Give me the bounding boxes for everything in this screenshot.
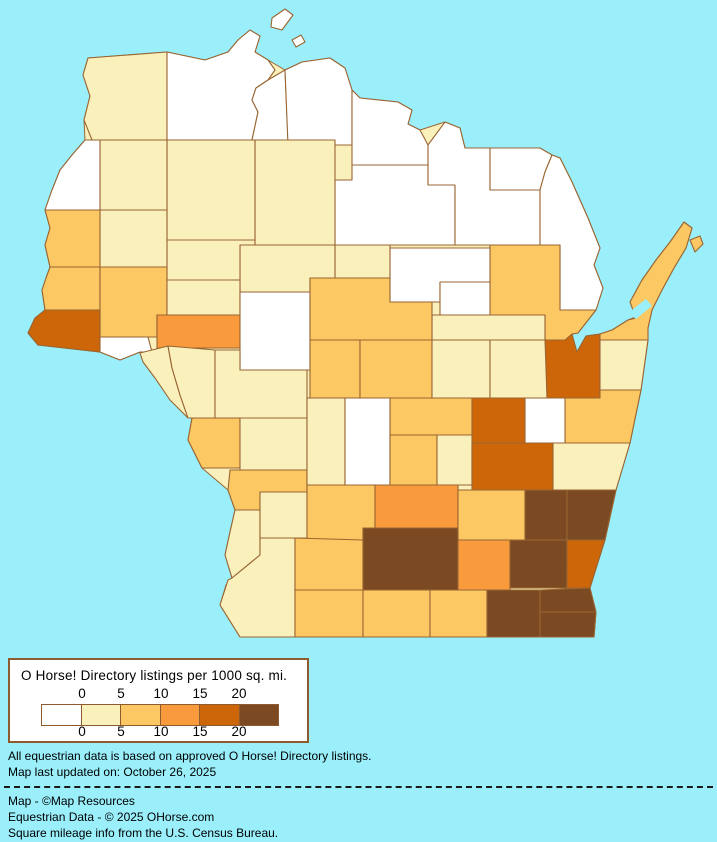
legend-tick: 10 bbox=[153, 686, 169, 701]
county-adams[interactable] bbox=[344, 397, 391, 486]
legend-tick: 10 bbox=[153, 724, 169, 739]
legend-tick: 15 bbox=[192, 724, 208, 739]
county-sheboygan[interactable] bbox=[552, 442, 631, 491]
legend-title: O Horse! Directory listings per 1000 sq.… bbox=[21, 668, 288, 683]
county-washington[interactable] bbox=[524, 489, 568, 541]
map-legend: O Horse! Directory listings per 1000 sq.… bbox=[8, 658, 309, 743]
county-ozaukee[interactable] bbox=[566, 489, 617, 541]
county-barron[interactable] bbox=[99, 209, 168, 268]
footer-data-credit: Equestrian Data - © 2025 OHorse.com bbox=[8, 810, 215, 824]
county-monroe[interactable] bbox=[239, 417, 308, 471]
county-lafayette[interactable] bbox=[294, 589, 364, 638]
county-columbia[interactable] bbox=[374, 484, 459, 529]
county-outagamie[interactable] bbox=[489, 339, 548, 399]
footer-map-credit: Map - ©Map Resources bbox=[8, 794, 135, 808]
county-manitowoc[interactable] bbox=[564, 389, 642, 444]
county-layer bbox=[27, 8, 704, 638]
county-rock[interactable] bbox=[429, 589, 488, 638]
county-st-croix[interactable] bbox=[41, 266, 101, 311]
legend-ticks-bottom: 0 5 10 15 20 bbox=[10, 724, 307, 740]
county-iowa[interactable] bbox=[294, 537, 364, 591]
county-eau-claire[interactable] bbox=[156, 314, 241, 349]
county-waushara[interactable] bbox=[389, 397, 473, 436]
county-waupaca[interactable] bbox=[431, 339, 491, 399]
county-ashland[interactable] bbox=[291, 34, 306, 48]
county-pierce[interactable] bbox=[27, 309, 101, 353]
legend-swatch-0 bbox=[42, 705, 82, 725]
legend-swatch-0-5 bbox=[81, 705, 121, 725]
county-calumet[interactable] bbox=[524, 397, 566, 444]
county-winnebago[interactable] bbox=[471, 397, 526, 444]
footer-data-note: All equestrian data is based on approved… bbox=[8, 749, 372, 763]
county-portage[interactable] bbox=[359, 339, 433, 399]
footer-census-credit: Square mileage info from the U.S. Census… bbox=[8, 826, 279, 840]
legend-tick: 0 bbox=[78, 686, 86, 701]
dashed-separator bbox=[4, 786, 713, 788]
county-juneau[interactable] bbox=[306, 397, 346, 486]
county-douglas[interactable] bbox=[82, 51, 168, 141]
county-burnett[interactable] bbox=[44, 139, 101, 211]
county-brown[interactable] bbox=[544, 333, 601, 399]
county-washburn[interactable] bbox=[99, 139, 168, 211]
county-walworth[interactable] bbox=[486, 589, 541, 638]
county-iron[interactable] bbox=[284, 57, 353, 146]
legend-swatch-10-15 bbox=[160, 705, 200, 725]
county-vilas[interactable] bbox=[351, 89, 429, 166]
county-door[interactable] bbox=[689, 235, 704, 253]
legend-tick: 5 bbox=[117, 724, 125, 739]
county-clark[interactable] bbox=[239, 291, 311, 371]
footer-updated-note: Map last updated on: October 26, 2025 bbox=[8, 765, 217, 779]
county-price[interactable] bbox=[254, 139, 336, 246]
county-menominee[interactable] bbox=[439, 281, 491, 316]
county-jefferson[interactable] bbox=[457, 539, 511, 591]
legend-swatch-20plus bbox=[239, 705, 278, 725]
sturgeon-bay-notch bbox=[628, 299, 652, 319]
county-ashland[interactable] bbox=[270, 8, 294, 31]
county-kewaunee[interactable] bbox=[599, 339, 649, 391]
legend-tick: 20 bbox=[231, 686, 247, 701]
legend-swatch-5-10 bbox=[121, 705, 161, 725]
legend-swatch-15-20 bbox=[200, 705, 240, 725]
county-kenosha[interactable] bbox=[539, 611, 597, 638]
legend-ticks-top: 0 5 10 15 20 bbox=[10, 686, 307, 702]
county-green[interactable] bbox=[362, 589, 431, 638]
county-marquette[interactable] bbox=[389, 434, 438, 486]
county-fond-du-lac[interactable] bbox=[471, 442, 554, 491]
county-chippewa[interactable] bbox=[166, 279, 241, 316]
county-dodge[interactable] bbox=[457, 489, 526, 541]
county-la-crosse[interactable] bbox=[187, 417, 241, 469]
legend-tick: 0 bbox=[78, 724, 86, 739]
county-pepin[interactable] bbox=[99, 336, 153, 361]
county-door[interactable] bbox=[599, 221, 693, 341]
county-racine[interactable] bbox=[539, 587, 597, 613]
county-milwaukee[interactable] bbox=[566, 539, 606, 589]
county-green-lake[interactable] bbox=[436, 434, 473, 486]
county-shawano[interactable] bbox=[431, 314, 546, 341]
legend-tick: 20 bbox=[231, 724, 247, 739]
wisconsin-choropleth-map bbox=[27, 8, 704, 638]
county-waukesha[interactable] bbox=[509, 539, 568, 589]
county-polk[interactable] bbox=[44, 209, 101, 268]
county-dane[interactable] bbox=[362, 527, 459, 591]
legend-tick: 15 bbox=[192, 686, 208, 701]
county-richland[interactable] bbox=[259, 491, 308, 539]
county-wood[interactable] bbox=[309, 339, 361, 399]
county-sawyer[interactable] bbox=[166, 139, 256, 241]
legend-tick: 5 bbox=[117, 686, 125, 701]
county-lincoln[interactable] bbox=[334, 244, 391, 279]
legend-color-ramp bbox=[41, 704, 279, 726]
